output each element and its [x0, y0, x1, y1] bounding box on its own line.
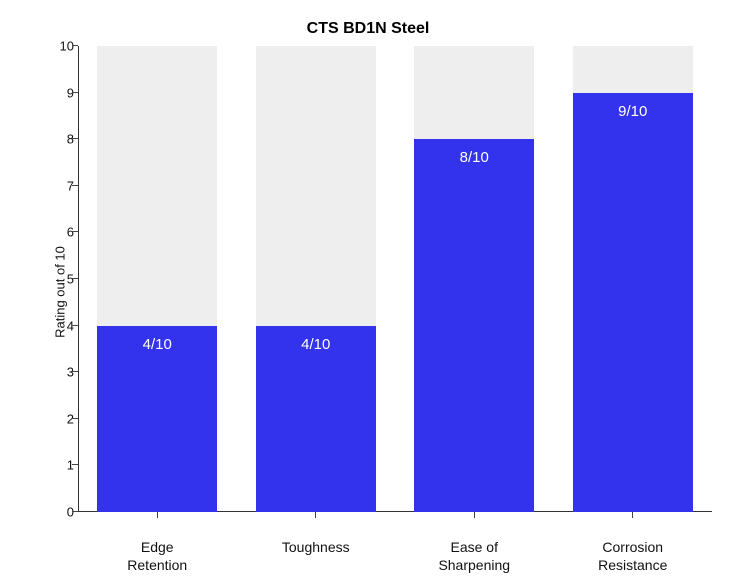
bar-value-label: 9/10 — [573, 103, 693, 120]
y-tick-label: 5 — [44, 272, 74, 287]
y-tick-label: 8 — [44, 132, 74, 147]
chart-container: CTS BD1N Steel Rating out of 10 0 1 2 3 … — [0, 0, 736, 584]
y-tick-label: 2 — [44, 411, 74, 426]
y-tick-label: 10 — [44, 39, 74, 54]
bar-ease-of-sharpening: 8/10 — [395, 46, 554, 512]
bar-value-label: 4/10 — [97, 336, 217, 353]
x-label: Ease ofSharpening — [395, 539, 554, 574]
bar-fg: 4/10 — [97, 326, 217, 512]
x-label: EdgeRetention — [78, 539, 237, 574]
y-tick-label: 0 — [44, 505, 74, 520]
y-ticks: 0 1 2 3 4 5 6 7 8 9 10 — [44, 46, 74, 512]
y-tick-label: 6 — [44, 225, 74, 240]
y-tick-label: 9 — [44, 85, 74, 100]
y-tick-label: 1 — [44, 458, 74, 473]
y-tick-label: 7 — [44, 178, 74, 193]
y-tick-label: 4 — [44, 318, 74, 333]
y-tick-label: 3 — [44, 365, 74, 380]
bar-value-label: 8/10 — [414, 149, 534, 166]
bar-fg: 9/10 — [573, 93, 693, 512]
bar-fg: 8/10 — [414, 139, 534, 512]
bar-value-label: 4/10 — [256, 336, 376, 353]
x-label: Toughness — [237, 539, 396, 574]
x-tick-marks — [78, 512, 712, 518]
bar-edge-retention: 4/10 — [78, 46, 237, 512]
bar-corrosion-resistance: 9/10 — [554, 46, 713, 512]
x-labels: EdgeRetention Toughness Ease ofSharpenin… — [78, 539, 712, 574]
bars-group: 4/10 4/10 8/10 9/10 — [78, 46, 712, 512]
bar-fg: 4/10 — [256, 326, 376, 512]
bar-toughness: 4/10 — [237, 46, 396, 512]
plot-area: 0 1 2 3 4 5 6 7 8 9 10 — [78, 46, 712, 512]
x-label: CorrosionResistance — [554, 539, 713, 574]
chart-title: CTS BD1N Steel — [0, 20, 736, 38]
